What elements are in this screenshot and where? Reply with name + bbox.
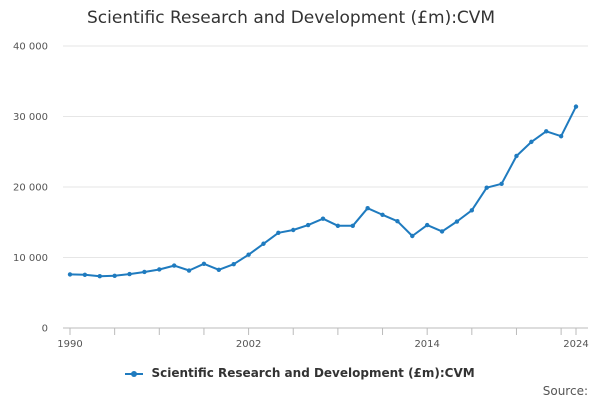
data-point[interactable]: [380, 212, 385, 218]
data-point[interactable]: [499, 181, 504, 187]
data-point[interactable]: [291, 227, 296, 233]
data-point[interactable]: [112, 273, 117, 279]
data-point[interactable]: [320, 216, 326, 221]
series-line: [69, 106, 577, 278]
data-point[interactable]: [171, 263, 177, 268]
data-point[interactable]: [558, 134, 564, 139]
data-point[interactable]: [305, 222, 311, 228]
gridlines: [63, 45, 588, 329]
data-point[interactable]: [424, 222, 430, 228]
data-point[interactable]: [395, 218, 400, 224]
data-point[interactable]: [439, 229, 445, 234]
y-tick-label: 0: [42, 324, 48, 335]
data-point[interactable]: [469, 208, 475, 213]
data-point[interactable]: [276, 230, 281, 236]
data-point[interactable]: [67, 272, 73, 277]
data-point[interactable]: [484, 185, 489, 190]
data-point[interactable]: [82, 272, 88, 277]
x-tick-label: 2002: [236, 339, 261, 350]
data-point[interactable]: [514, 153, 519, 159]
data-point[interactable]: [201, 261, 207, 267]
data-point[interactable]: [573, 104, 579, 109]
x-tick-label: 1990: [57, 339, 82, 350]
data-point[interactable]: [261, 241, 266, 246]
x-tick-label: 2014: [414, 339, 439, 350]
data-point[interactable]: [454, 219, 460, 224]
data-point[interactable]: [142, 269, 147, 275]
y-axis: 0 10 000 20 000 30 000 40 000: [13, 42, 48, 335]
y-tick-label: 20 000: [13, 183, 48, 194]
data-point[interactable]: [157, 267, 162, 272]
data-point[interactable]: [216, 267, 222, 273]
legend-label: Scientific Research and Development (£m)…: [151, 366, 475, 380]
data-point[interactable]: [335, 223, 341, 228]
data-point[interactable]: [246, 252, 251, 257]
legend[interactable]: Scientific Research and Development (£m)…: [0, 366, 600, 380]
x-axis: 1990 2002 2014 2024: [57, 328, 589, 350]
data-point[interactable]: [231, 261, 236, 267]
data-point[interactable]: [410, 233, 415, 239]
data-point[interactable]: [529, 139, 534, 145]
data-point[interactable]: [127, 271, 132, 277]
y-tick-label: 30 000: [13, 112, 48, 123]
x-tick-label: 2024: [563, 339, 588, 350]
chart-title: Scientific Research and Development (£m)…: [87, 8, 496, 28]
data-point[interactable]: [365, 205, 370, 211]
data-point[interactable]: [350, 223, 355, 228]
legend-marker-icon: [125, 370, 144, 377]
data-point[interactable]: [544, 129, 549, 134]
series: [67, 104, 579, 279]
source-label: Source:: [542, 384, 588, 398]
data-point[interactable]: [186, 268, 192, 273]
y-tick-label: 40 000: [13, 42, 48, 53]
data-point[interactable]: [97, 273, 102, 279]
y-tick-label: 10 000: [13, 253, 48, 264]
